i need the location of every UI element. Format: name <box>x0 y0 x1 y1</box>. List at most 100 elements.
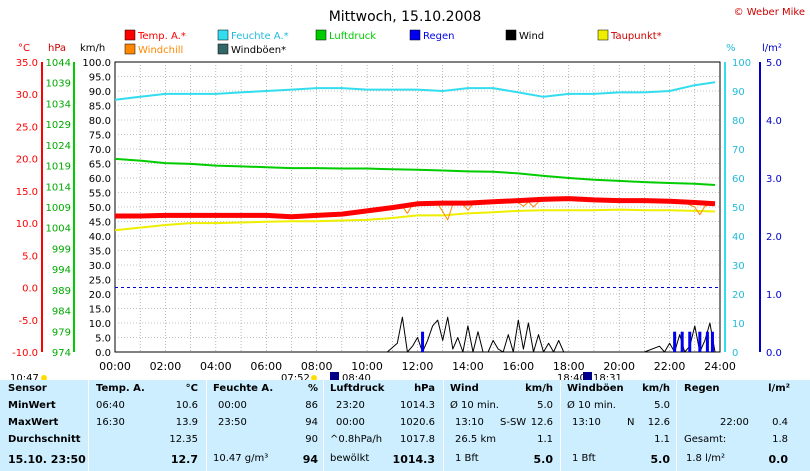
grid <box>115 62 720 352</box>
wind-direction: S-SW <box>500 417 527 428</box>
hpa-tick-label: 1004 <box>46 224 71 235</box>
header-wind-unit: km/h <box>525 383 553 394</box>
pressure-trend: ^0.8hPa/h <box>330 434 383 445</box>
kmh-tick-label: 20.0 <box>89 290 111 301</box>
table-header-row: Sensor Temp. A. °C Feuchte A. % Luftdruc… <box>0 383 810 399</box>
table-divider <box>206 380 207 471</box>
kmh-tick-label: 90.0 <box>89 87 111 98</box>
hpa-tick-label: 994 <box>52 265 71 276</box>
celsius-tick-label: 15.0 <box>16 187 38 198</box>
legend-label-regen: Regen <box>423 31 455 42</box>
table-row-min: MinWert 06:40 10.6 00:00 86 23:20 1014.3… <box>0 400 810 416</box>
row-label: MinWert <box>8 400 56 411</box>
legend: Temp. A.* Feuchte A.* Luftdruck Regen Wind Ta… <box>124 29 662 56</box>
wind-beaufort: 1 Bft <box>455 453 479 464</box>
weather-condition: bewölkt <box>330 453 370 464</box>
x-axis: 00:00 02:00 04:00 06:00 08:00 10:00 12:00 14:00… <box>99 360 736 373</box>
x-tick-label: 06:00 <box>250 360 282 373</box>
weather-chart: Mittwoch, 15.10.2008 © Weber Mike Temp. … <box>10 7 805 380</box>
wind-time: 13:10 <box>455 417 484 428</box>
axis-lines <box>41 62 761 352</box>
hpa-tick-label: 1014 <box>46 182 71 193</box>
moon-icon <box>583 372 592 380</box>
wind-value: 12.6 <box>530 417 553 428</box>
x-tick-label: 12:00 <box>402 360 434 373</box>
gust-value: 1.1 <box>654 434 670 445</box>
series-line-taupunkt <box>114 208 716 232</box>
moonrise-label: 08:40 <box>342 373 371 380</box>
percent-tick-label: 100 <box>732 58 751 69</box>
wind-desc: Ø 10 min. <box>450 400 499 411</box>
humidity-time: 00:00 <box>218 400 247 411</box>
percent-tick-label: 80 <box>732 116 745 127</box>
rain-tick-label: 5.0 <box>766 58 782 69</box>
rain-bar <box>710 331 714 352</box>
percent-tick-label: 30 <box>732 261 745 272</box>
statistics-table: Sensor Temp. A. °C Feuchte A. % Luftdruc… <box>0 380 810 471</box>
header-rain-unit: l/m² <box>768 383 790 394</box>
humidity-time: 23:50 <box>218 417 247 428</box>
x-tick-label: 04:00 <box>200 360 232 373</box>
header-pressure-unit: hPa <box>414 383 435 394</box>
gust-value: 5.0 <box>654 400 670 411</box>
hpa-tick-label: 1034 <box>46 99 71 110</box>
header-wind: Wind <box>450 383 479 394</box>
legend-swatch-windboeen <box>217 43 229 55</box>
header-rain: Regen <box>684 383 720 394</box>
axis-unit-rain: l/m² <box>762 43 782 54</box>
celsius-tick-label: 10.0 <box>16 219 38 230</box>
hpa-tick-label: 1009 <box>46 203 71 214</box>
kmh-tick-label: 80.0 <box>89 116 111 127</box>
kmh-tick-label: 70.0 <box>89 145 111 156</box>
x-tick-label: 00:00 <box>99 360 131 373</box>
x-tick-label: 24:00 <box>704 360 736 373</box>
hpa-tick-label: 974 <box>52 348 71 359</box>
header-temp-unit: °C <box>185 383 198 394</box>
pressure-time: 00:00 <box>336 417 365 428</box>
hpa-tick-label: 979 <box>52 327 71 338</box>
hpa-tick-label: 1029 <box>46 120 71 131</box>
series-group <box>114 81 716 353</box>
row-label: Durchschnitt <box>8 434 81 445</box>
gust-value: 12.6 <box>647 417 670 428</box>
wind-value: 5.0 <box>533 453 554 466</box>
rain-tick-label: 3.0 <box>766 174 782 185</box>
percent-tick-label: 0 <box>732 348 738 359</box>
kmh-tick-label: 85.0 <box>89 102 111 113</box>
celsius-tick-label: 0.0 <box>22 284 38 295</box>
rain-tick-label: 2.0 <box>766 232 782 243</box>
kmh-tick-label: 50.0 <box>89 203 111 214</box>
kmh-tick-label: 40.0 <box>89 232 111 243</box>
header-pressure: Luftdruck <box>330 383 385 394</box>
hpa-tick-label: 1024 <box>46 141 71 152</box>
rain-tick-label: 4.0 <box>766 116 782 127</box>
rain-bar <box>688 331 692 352</box>
row-label: 15.10. 23:50 <box>8 453 86 466</box>
rain-total: 1.8 l/m² <box>686 453 725 464</box>
header-gust-unit: km/h <box>642 383 670 394</box>
temp-value: 13.9 <box>175 417 198 428</box>
rain-bar <box>680 331 684 352</box>
moonset-label: 18:31 <box>593 373 622 380</box>
percent-tick-label: 90 <box>732 87 745 98</box>
absolute-humidity: 10.47 g/m³ <box>213 453 269 464</box>
pressure-value: 1020.6 <box>400 417 435 428</box>
celsius-tick-label: 25.0 <box>16 122 38 133</box>
legend-label-luftdruck: Luftdruck <box>329 31 376 42</box>
legend-label-windchill: Windchill <box>138 45 183 56</box>
x-tick-label: 10:00 <box>351 360 383 373</box>
humidity-value: 94 <box>302 453 318 466</box>
humidity-value: 90 <box>305 434 318 445</box>
celsius-tick-label: -10.0 <box>12 348 38 359</box>
axis-unit-kmh: km/h <box>80 43 105 54</box>
pressure-value: 1017.8 <box>400 434 435 445</box>
table-divider <box>560 380 561 471</box>
hpa-tick-label: 999 <box>52 244 71 255</box>
wind-value: 1.1 <box>537 434 553 445</box>
kmh-tick-label: 35.0 <box>89 247 111 258</box>
rain-value: 1.8 <box>772 434 788 445</box>
celsius-tick-label: 20.0 <box>16 155 38 166</box>
legend-label-windboeen: Windböen* <box>231 45 286 56</box>
percent-tick-label: 20 <box>732 290 745 301</box>
temp-value: 12.35 <box>169 434 198 445</box>
